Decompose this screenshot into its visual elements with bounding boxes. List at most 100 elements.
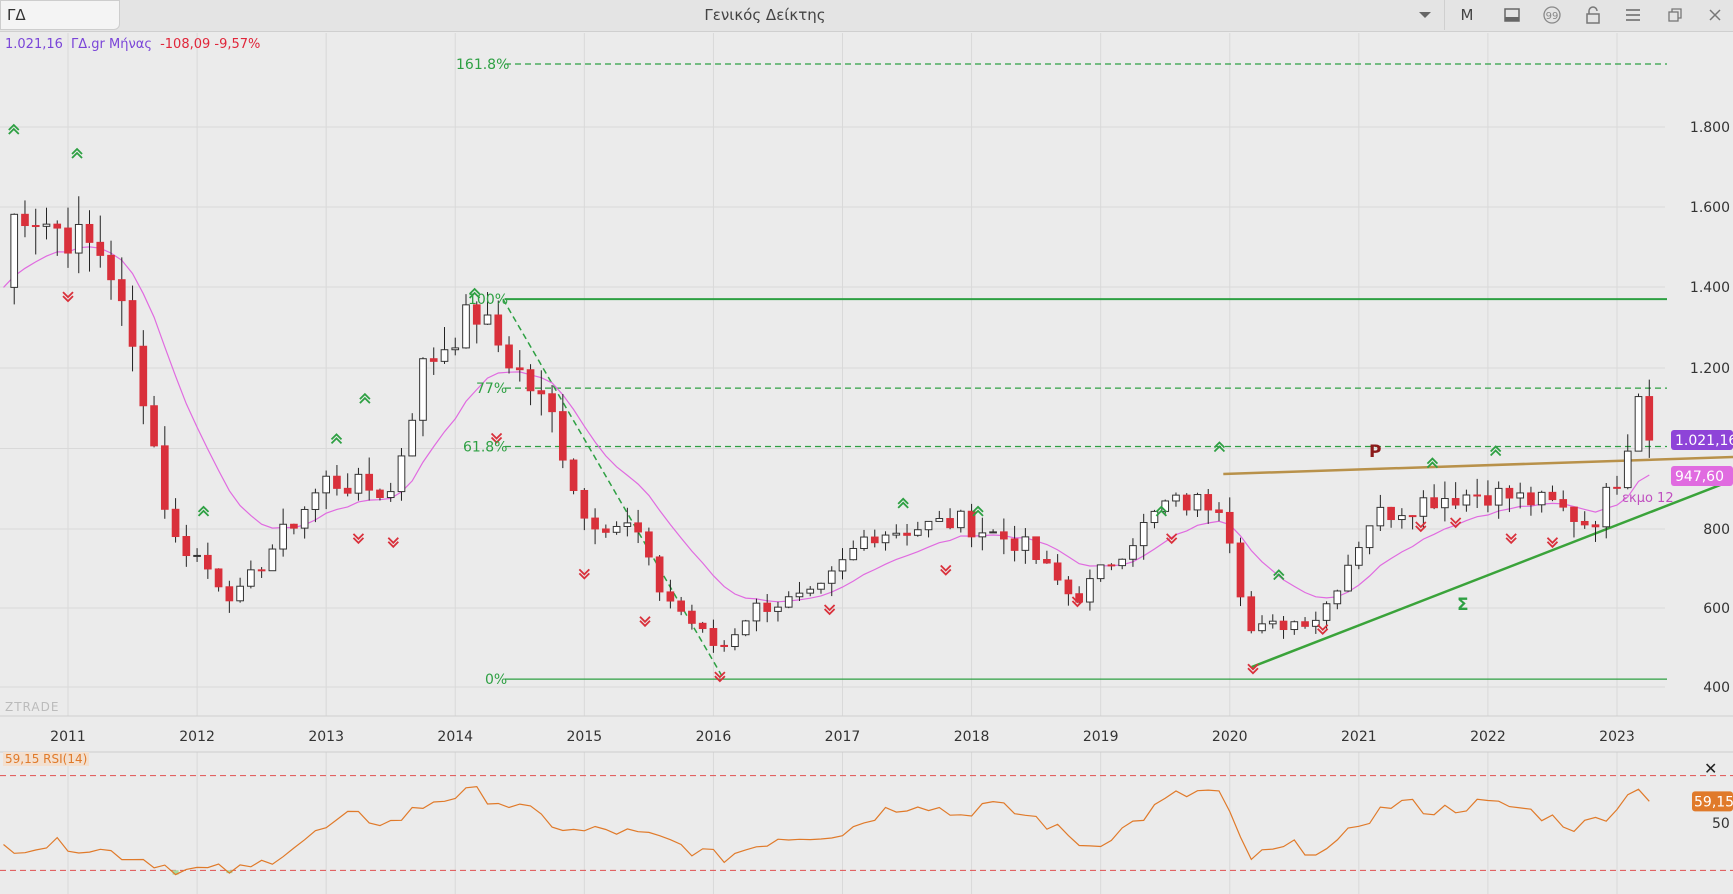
close-rsi-icon[interactable]: ✕ [1704, 759, 1718, 778]
candle-bear [870, 536, 879, 544]
candle-bear [903, 532, 911, 536]
candle-bull [1129, 545, 1137, 560]
candle-bull [1344, 564, 1352, 592]
candle-bull [451, 347, 460, 351]
candle-bull [860, 536, 868, 549]
resistance-trendline[interactable] [1223, 455, 1733, 476]
candle-bear [96, 241, 105, 256]
x-tick-label: 2015 [567, 729, 603, 745]
candle-bull [612, 525, 621, 533]
x-tick-label: 2014 [437, 729, 473, 745]
candle-bull [74, 223, 83, 254]
candle-bear [1548, 491, 1557, 501]
fractal-up-icon [1490, 445, 1502, 457]
rsi-label: 59,15 RSI(14) [3, 752, 90, 766]
candle-bull [483, 314, 492, 325]
candle-bear [494, 314, 503, 346]
candle-bull [1150, 510, 1159, 524]
quote-change-pct: -9,57% [214, 37, 261, 52]
fibonacci-levels [505, 63, 1667, 680]
fractal-down-icon [714, 671, 726, 683]
symbol-input[interactable]: ΓΔ [0, 0, 120, 30]
candle-bull [322, 475, 331, 494]
fractal-up-icon [1426, 457, 1439, 469]
close-icon[interactable] [1700, 3, 1730, 27]
candle-bear [1000, 531, 1008, 540]
candle-bear [634, 522, 642, 533]
chevron-down-icon[interactable] [1410, 3, 1440, 27]
candle-bull [10, 213, 19, 288]
panel-icon[interactable] [1497, 3, 1527, 27]
candle-bull [1086, 578, 1094, 603]
candle-bull [1139, 522, 1148, 547]
candle-bear [602, 528, 610, 533]
fractal-down-icon [352, 533, 365, 545]
y-tick-label: 1.200 [1690, 361, 1730, 377]
fractal-down-icon [639, 616, 651, 628]
candle-bull [806, 588, 815, 594]
quote-icon[interactable]: 99 [1537, 3, 1567, 27]
candle-bull [849, 547, 858, 561]
restore-icon[interactable] [1660, 3, 1690, 27]
candle-bear [1645, 396, 1654, 441]
candle-bull [1118, 558, 1127, 567]
candle-bear [526, 369, 535, 392]
lock-icon[interactable] [1578, 3, 1608, 27]
ema-12-path [3, 246, 1650, 603]
candle-bear [1053, 562, 1062, 581]
candle-bear [1247, 596, 1256, 632]
candle-bear [150, 405, 158, 447]
candle-bear [1182, 494, 1191, 511]
fractal-down-icon [1450, 517, 1462, 529]
candle-bear [472, 304, 481, 325]
candle-bull [795, 592, 804, 598]
candle-bear [1580, 520, 1589, 526]
candle-bear [333, 475, 341, 489]
y-axis: 400 600 800 1.200 1.400 1.600 1.800 [1690, 120, 1730, 696]
candle-bull [1494, 487, 1503, 506]
y-tick-label: 1.600 [1690, 200, 1730, 216]
fractal-down-icon [1247, 663, 1259, 675]
candle-bull [1441, 498, 1449, 509]
candle-bull [440, 349, 449, 362]
fractal-down-icon [387, 537, 399, 549]
candle-bear [591, 517, 599, 530]
candle-bear [1279, 620, 1288, 631]
x-axis: 2011 2012 2013 2014 2015 2016 2017 2018 2019 2020… [50, 729, 1635, 745]
fib-anchor-line[interactable] [502, 298, 725, 680]
rsi-line [3, 785, 1650, 876]
fractal-down-icon [1166, 533, 1178, 545]
candle-bear [171, 508, 180, 538]
quote-line: 1.021,16 ΓΔ.gr Μήνας -108,09 -9,57% [5, 37, 260, 52]
candle-bull [784, 596, 793, 608]
candle-bull [752, 602, 761, 622]
candle-bull [42, 223, 51, 227]
fractal-up-icon [972, 505, 984, 517]
candle-bear [709, 628, 718, 646]
candle-bull [1311, 619, 1320, 627]
support-trendline[interactable] [1251, 478, 1733, 669]
fractal-down-icon [1071, 596, 1084, 608]
candle-bull [913, 529, 922, 536]
x-tick-label: 2017 [825, 729, 861, 745]
candle-bull [1096, 564, 1105, 580]
candle-bear [21, 213, 29, 227]
candle-bear [1064, 579, 1073, 595]
candle-bear [1204, 494, 1213, 511]
candle-bear [225, 586, 234, 602]
candle-bull [193, 554, 201, 557]
candle-bear [569, 459, 578, 491]
candle-bear [1387, 506, 1395, 521]
candle-bear [515, 367, 524, 371]
candle-bull [989, 531, 997, 534]
candle-bear [182, 536, 191, 557]
candle-bear [1559, 499, 1568, 508]
period-button[interactable]: M [1460, 6, 1474, 24]
y-tick-label: 600 [1703, 601, 1730, 617]
candle-bear [1236, 542, 1245, 598]
fractal-down-icon [940, 564, 952, 576]
trendlines[interactable] [502, 298, 1733, 680]
svg-text:99: 99 [1546, 11, 1559, 22]
menu-icon[interactable] [1618, 3, 1648, 27]
